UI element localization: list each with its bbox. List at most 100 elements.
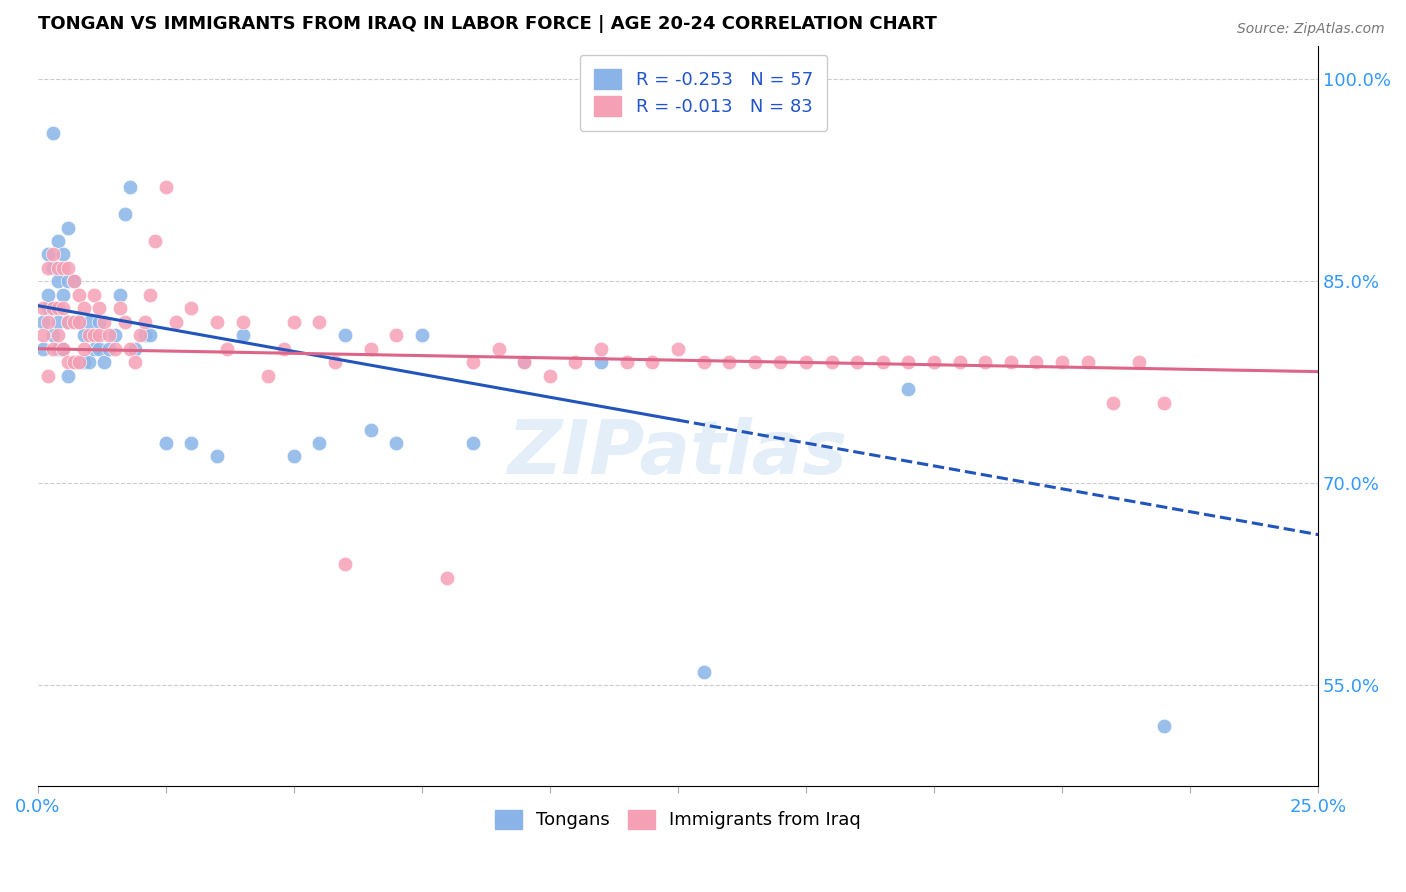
- Point: [46, 301, 69, 316]
- Point: [846, 355, 869, 369]
- Point: [73, 342, 96, 356]
- Point: [46, 328, 69, 343]
- Point: [232, 315, 254, 329]
- Point: [1102, 395, 1125, 409]
- Point: [37, 260, 59, 275]
- Point: [205, 315, 228, 329]
- Point: [180, 436, 202, 450]
- Point: [89, 342, 111, 356]
- Point: [67, 355, 90, 369]
- Point: [114, 315, 136, 329]
- Point: [360, 423, 382, 437]
- Point: [118, 342, 141, 356]
- Point: [118, 180, 141, 194]
- Text: TONGAN VS IMMIGRANTS FROM IRAQ IN LABOR FORCE | AGE 20-24 CORRELATION CHART: TONGAN VS IMMIGRANTS FROM IRAQ IN LABOR …: [38, 15, 936, 33]
- Text: Source: ZipAtlas.com: Source: ZipAtlas.com: [1237, 22, 1385, 37]
- Point: [461, 355, 484, 369]
- Point: [564, 355, 586, 369]
- Point: [93, 355, 115, 369]
- Point: [89, 328, 111, 343]
- Point: [62, 315, 84, 329]
- Point: [108, 301, 131, 316]
- Point: [31, 301, 53, 316]
- Point: [718, 355, 741, 369]
- Point: [73, 328, 96, 343]
- Point: [897, 355, 920, 369]
- Point: [52, 288, 75, 302]
- Point: [1050, 355, 1073, 369]
- Point: [89, 315, 111, 329]
- Point: [257, 368, 280, 383]
- Point: [31, 315, 53, 329]
- Point: [139, 328, 162, 343]
- Point: [1153, 395, 1175, 409]
- Point: [411, 328, 433, 343]
- Point: [83, 288, 105, 302]
- Point: [58, 315, 80, 329]
- Point: [108, 288, 131, 302]
- Point: [62, 274, 84, 288]
- Point: [58, 260, 80, 275]
- Point: [37, 247, 59, 261]
- Point: [62, 274, 84, 288]
- Point: [58, 220, 80, 235]
- Point: [89, 301, 111, 316]
- Point: [974, 355, 997, 369]
- Point: [46, 234, 69, 248]
- Point: [31, 328, 53, 343]
- Point: [52, 247, 75, 261]
- Point: [73, 301, 96, 316]
- Point: [205, 450, 228, 464]
- Point: [461, 436, 484, 450]
- Point: [42, 260, 65, 275]
- Point: [52, 260, 75, 275]
- Point: [308, 436, 330, 450]
- Point: [283, 450, 305, 464]
- Point: [73, 355, 96, 369]
- Point: [616, 355, 638, 369]
- Legend: Tongans, Immigrants from Iraq: Tongans, Immigrants from Iraq: [488, 803, 869, 837]
- Point: [155, 180, 177, 194]
- Point: [217, 342, 239, 356]
- Point: [114, 207, 136, 221]
- Point: [77, 328, 100, 343]
- Point: [58, 274, 80, 288]
- Point: [62, 355, 84, 369]
- Point: [67, 288, 90, 302]
- Point: [360, 342, 382, 356]
- Point: [872, 355, 894, 369]
- Point: [232, 328, 254, 343]
- Point: [1000, 355, 1022, 369]
- Point: [769, 355, 792, 369]
- Point: [58, 368, 80, 383]
- Point: [46, 342, 69, 356]
- Point: [1077, 355, 1099, 369]
- Point: [42, 301, 65, 316]
- Point: [67, 315, 90, 329]
- Point: [180, 301, 202, 316]
- Point: [139, 288, 162, 302]
- Point: [129, 328, 152, 343]
- Point: [46, 274, 69, 288]
- Point: [31, 342, 53, 356]
- Point: [385, 436, 408, 450]
- Point: [93, 315, 115, 329]
- Point: [692, 355, 714, 369]
- Text: ZIPatlas: ZIPatlas: [508, 417, 848, 490]
- Point: [62, 355, 84, 369]
- Point: [67, 315, 90, 329]
- Point: [145, 234, 167, 248]
- Point: [165, 315, 187, 329]
- Point: [591, 355, 613, 369]
- Point: [124, 355, 146, 369]
- Point: [273, 342, 295, 356]
- Point: [897, 382, 920, 396]
- Point: [46, 315, 69, 329]
- Point: [37, 301, 59, 316]
- Point: [513, 355, 536, 369]
- Point: [52, 342, 75, 356]
- Point: [83, 342, 105, 356]
- Point: [42, 126, 65, 140]
- Point: [794, 355, 817, 369]
- Point: [922, 355, 945, 369]
